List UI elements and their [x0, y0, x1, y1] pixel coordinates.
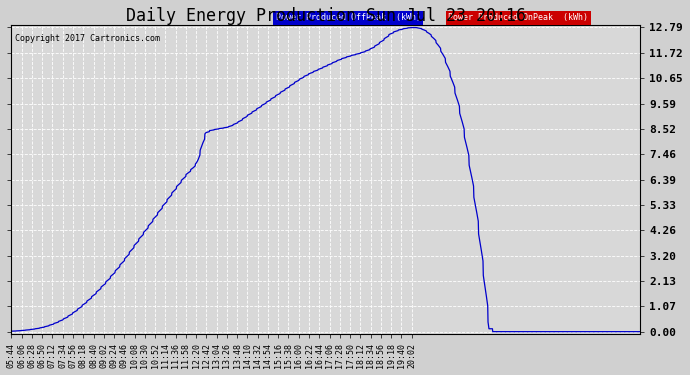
Title: Daily Energy Production Sun Jul 23 20:16: Daily Energy Production Sun Jul 23 20:16 [126, 7, 526, 25]
Text: Power Produced OffPeak  (kWh): Power Produced OffPeak (kWh) [275, 13, 420, 22]
Text: Copyright 2017 Cartronics.com: Copyright 2017 Cartronics.com [14, 34, 159, 44]
Text: Power Produced OnPeak  (kWh): Power Produced OnPeak (kWh) [448, 13, 589, 22]
